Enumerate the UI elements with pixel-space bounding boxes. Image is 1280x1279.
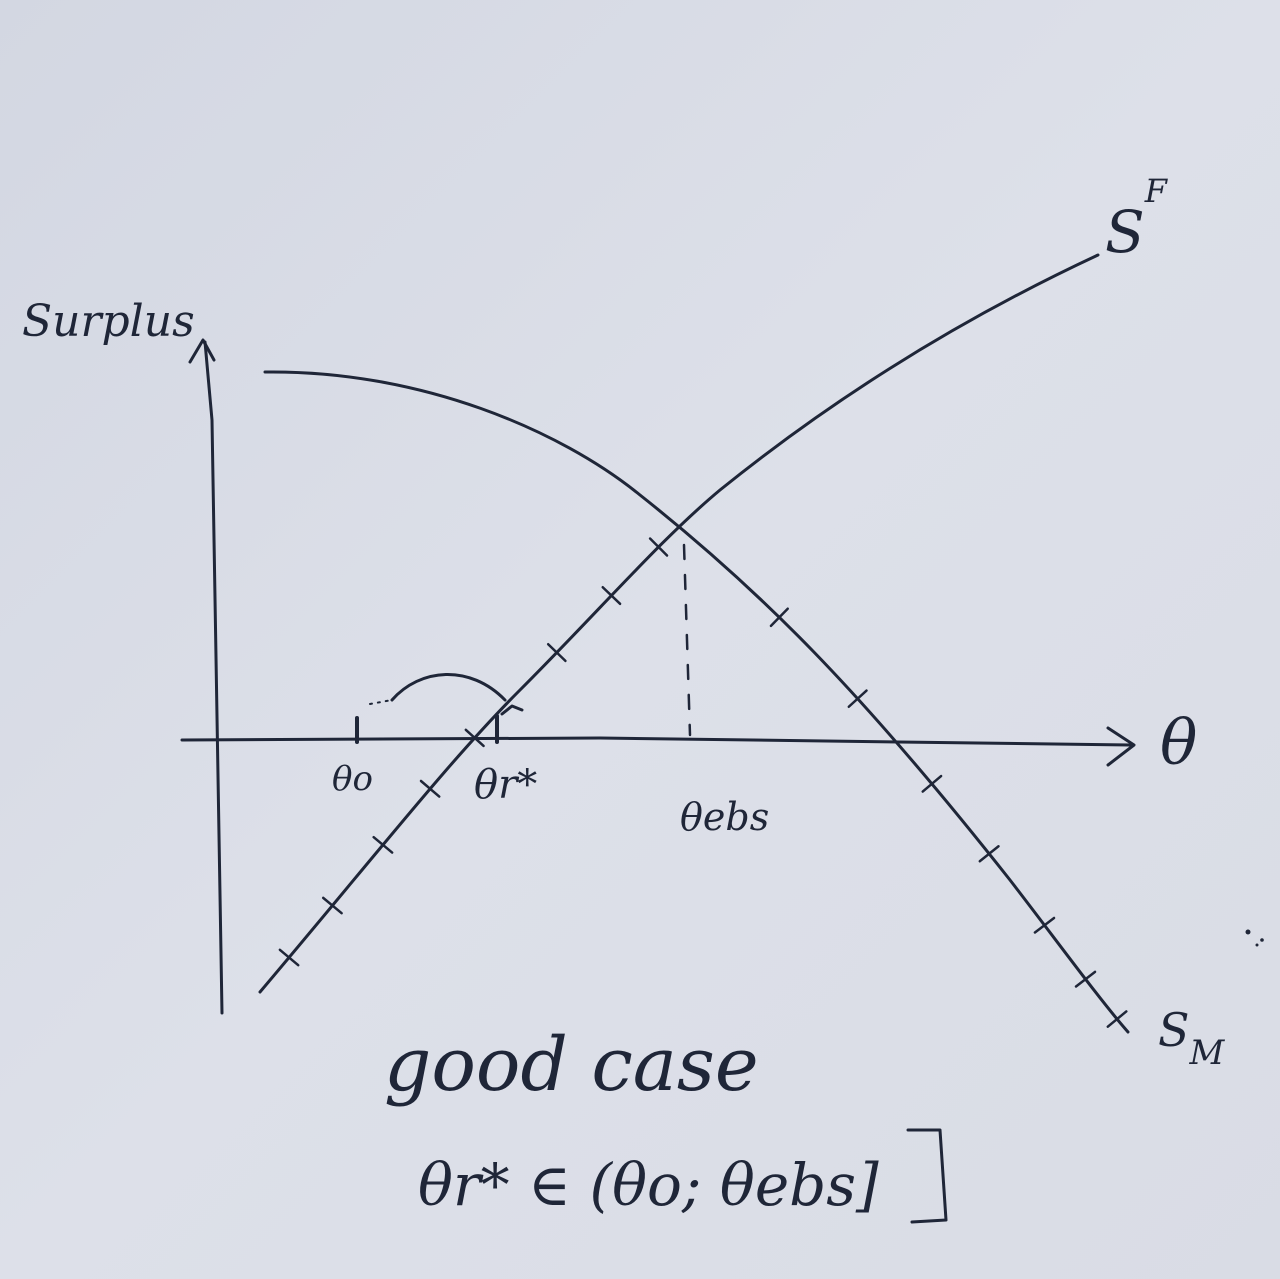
y-axis [203,340,224,1015]
hatch-mark [648,537,669,557]
dotted-stroke [369,699,393,705]
tick-label-theta-ebs: θebs [680,795,769,839]
caption-line-2: θr* ∈ (θo; θebs] [418,1151,879,1219]
tick-label-theta0: θo [332,759,373,799]
sf-label-superscript: F [1144,172,1169,210]
hatch-mark [321,896,343,915]
hatch-mark [278,948,300,967]
x-axis-label: θ [1160,706,1197,779]
sf-curve [258,253,1100,994]
hatch-mark [769,607,789,628]
speck [1255,943,1259,947]
hatch-mark [464,728,485,748]
hatch-mark [921,774,943,793]
hatch-mark [546,642,567,663]
y-axis-label: Surplus [22,296,195,347]
y-axis-arrowhead [188,338,216,364]
sf-label-base: S [1105,198,1145,266]
hatch-mark [601,586,622,606]
sm-label-base: S [1158,1003,1190,1057]
hatch-mark [1106,1010,1128,1028]
hatch-mark [847,689,868,708]
x-axis [180,736,1132,747]
shift-arrowhead [500,704,524,716]
speck [1260,938,1264,942]
sm-label-subscript: M [1189,1033,1226,1073]
dashed-line-theta-ebs [682,543,692,737]
curve-hatch-marks [278,537,1128,1028]
caption-bracket-stroke [906,1128,948,1224]
sm-label: SM [1158,1003,1226,1073]
sf-label: SF [1105,172,1169,266]
hatch-mark [978,845,1000,863]
hatch-mark [372,835,394,854]
hatch-mark [419,779,441,798]
x-axis-arrowhead [1106,726,1136,767]
caption-line-1: good case [384,1022,759,1108]
speck [1245,929,1251,935]
sm-curve [263,370,1130,1034]
tick-label-theta-r-star: θr* [474,762,537,808]
shift-arrow [390,673,507,702]
hatch-mark [1074,970,1097,988]
hatch-mark [1033,916,1056,934]
